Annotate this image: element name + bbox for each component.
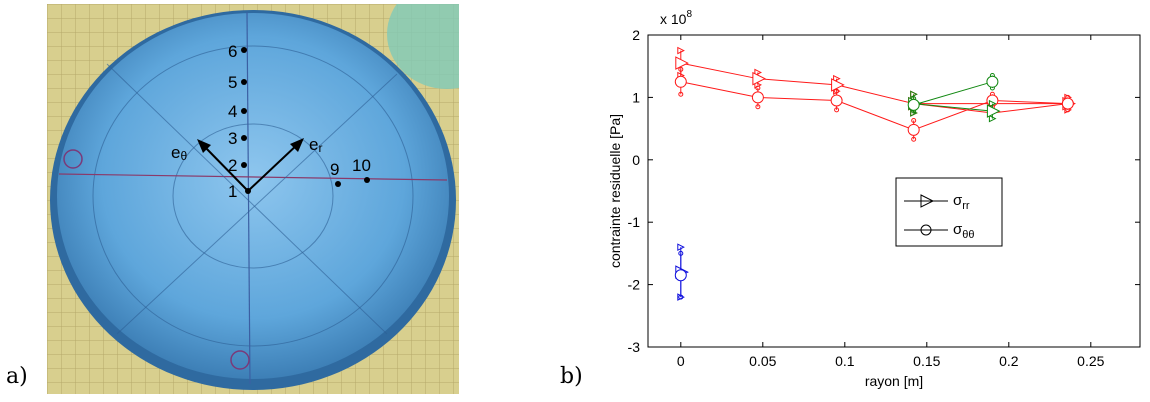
circle-point [907, 123, 920, 136]
basis-vectors: eθ er [171, 135, 322, 192]
circle-point [830, 94, 843, 107]
e-theta-arrowhead [197, 139, 211, 153]
inner-circle-outer [92, 45, 414, 347]
legend-entry-rr: σrr [953, 192, 970, 212]
error-cap-triangle [677, 243, 685, 251]
legend-box [895, 177, 1003, 247]
triangle-point [752, 71, 766, 86]
error-cap-circle [755, 104, 761, 110]
vertical-guideline [246, 11, 251, 385]
circle-point [674, 269, 687, 282]
y-axis-label: contrainte residuelle [Pa] [607, 114, 623, 268]
error-cap-circle [911, 117, 917, 123]
error-cap-triangle [910, 90, 918, 99]
point-9 [335, 181, 341, 187]
inner-circle-inner [172, 123, 334, 269]
point-label-5: 5 [228, 73, 237, 92]
point-2 [241, 162, 247, 168]
dish-photo: 6 5 4 3 2 1 9 10 eθ er [47, 0, 507, 394]
x-tick-label: 0 [677, 353, 685, 369]
triangle-point [986, 104, 1001, 118]
legend-circle-marker [920, 224, 932, 236]
circle-point [1061, 97, 1074, 110]
point-3 [241, 135, 247, 141]
series-line-green-triangle [913, 103, 993, 112]
x-tick-label: 0.15 [913, 353, 940, 369]
horizontal-guideline [58, 173, 448, 181]
legend-triangle-marker [920, 194, 935, 208]
panel-label-a: a) [6, 364, 28, 389]
axis-exponent: x 108 [660, 9, 692, 27]
point-10 [364, 177, 370, 183]
error-cap-triangle [988, 114, 997, 123]
e-r-arrow [247, 142, 300, 192]
series-line-green-circle [913, 81, 993, 106]
e-theta-label: eθ [171, 143, 187, 163]
data-series [674, 46, 1076, 301]
e-r-label: er [309, 135, 322, 155]
x-tick-label: 0.2 [999, 353, 1019, 369]
x-axis-label: rayon [m] [865, 373, 923, 389]
point-label-1: 1 [228, 182, 237, 201]
error-cap-circle [678, 91, 684, 97]
e-r-arrowhead [290, 138, 304, 152]
error-cap-circle [678, 294, 684, 300]
y-tick-label: -1 [628, 214, 641, 230]
plot-area [647, 34, 1141, 348]
panel-label-b: b) [560, 364, 583, 389]
point-label-6: 6 [228, 42, 237, 61]
legend: σrr σθθ [895, 177, 1003, 247]
error-cap-circle [834, 107, 840, 113]
dish-body [57, 13, 449, 379]
error-cap-triangle [988, 99, 997, 108]
marker-circle-bottom [230, 350, 250, 370]
blue-dish-photo-icon: 6 5 4 3 2 1 9 10 eθ er [47, 0, 507, 394]
y-tick-label: -2 [628, 277, 641, 293]
x-tick-label: 0.05 [749, 353, 776, 369]
legend-entry-tt: σθθ [953, 221, 975, 241]
error-cap-triangle [833, 74, 841, 83]
circle-point [751, 91, 764, 104]
point-label-4: 4 [228, 102, 237, 121]
diagonal-guideline-1 [106, 63, 388, 335]
axis-ticks: 0 0.05 0.1 0.15 0.2 0.25 2 1 0 -1 -2 -3 [628, 27, 1140, 369]
point-label-10: 10 [352, 156, 371, 175]
x-tick-label: 0.1 [835, 353, 855, 369]
circle-point [907, 98, 920, 111]
circle-point [986, 75, 999, 88]
e-theta-arrow [201, 143, 249, 192]
error-cap-circle [834, 88, 840, 94]
y-tick-label: -3 [628, 339, 641, 355]
y-tick-label: 1 [632, 89, 640, 105]
error-cap-triangle [677, 46, 685, 55]
series-line-red-circle [680, 81, 1068, 131]
error-cap-circle [755, 85, 761, 91]
marker-circle-left [63, 149, 83, 169]
triangle-point [675, 56, 689, 70]
error-cap-circle [678, 250, 684, 256]
error-cap-triangle [754, 68, 762, 77]
point-label-3: 3 [228, 129, 237, 148]
point-label-9: 9 [330, 160, 339, 179]
point-5 [241, 79, 247, 85]
triangle-point [831, 78, 845, 92]
x-tick-label: 0.25 [1077, 353, 1104, 369]
chart-panel: x 108 rayon [m] contrainte residuelle [P… [590, 0, 1146, 397]
error-cap-circle [911, 136, 917, 142]
diagonal-guideline-2 [116, 73, 398, 335]
circle-point [674, 75, 687, 88]
residual-stress-chart: x 108 rayon [m] contrainte residuelle [P… [607, 9, 1141, 389]
point-label-2: 2 [228, 156, 237, 175]
error-cap-triangle [910, 109, 918, 117]
y-tick-label: 2 [632, 27, 640, 43]
y-tick-label: 0 [632, 152, 640, 168]
point-4 [241, 108, 247, 114]
point-6 [241, 47, 247, 53]
error-cap-circle [678, 66, 684, 72]
